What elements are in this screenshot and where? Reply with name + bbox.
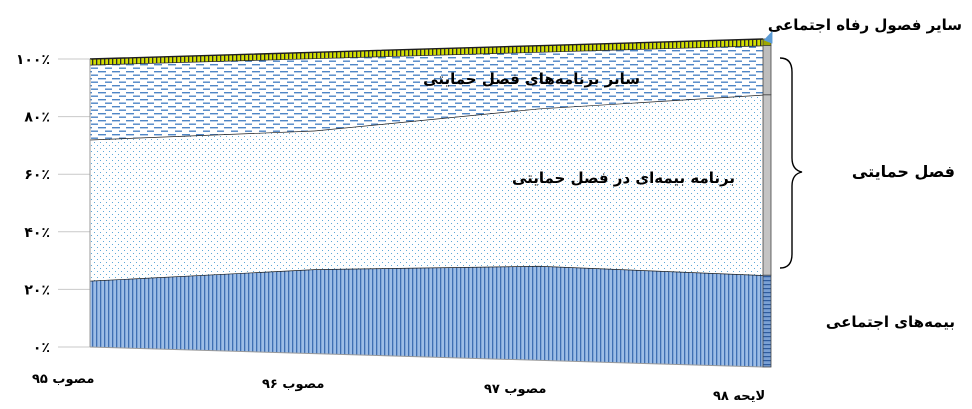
y-tick-label: ۶۰٪ bbox=[24, 167, 50, 183]
area-series-2 bbox=[90, 94, 763, 281]
x-axis-tick-labels: مصوب ۹۵ مصوب ۹۶ مصوب ۹۷ لایحه ۹۸ bbox=[32, 372, 765, 404]
y-tick-label: ۰٪ bbox=[33, 340, 50, 356]
x-tick-label: لایحه ۹۸ bbox=[713, 389, 765, 404]
label-other-welfare: سایر فصول رفاه اجتماعی bbox=[768, 16, 962, 34]
label-support-chapter: فصل حمایتی bbox=[852, 162, 955, 181]
area-layer bbox=[89, 38, 764, 368]
area-series-1 bbox=[90, 265, 763, 367]
gridlines bbox=[58, 58, 90, 348]
x-axis-baseline bbox=[89, 346, 764, 368]
label-other-programs: سایر برنامه‌های فصل حمایتی bbox=[423, 70, 640, 88]
side-segment-2 bbox=[762, 94, 772, 276]
support-chapter-bracket bbox=[779, 57, 803, 269]
y-tick-label: ۱۰۰٪ bbox=[16, 52, 50, 68]
label-social-insurance: بیمه‌های اجتماعی bbox=[826, 313, 955, 331]
y-tick-label: ۲۰٪ bbox=[24, 282, 50, 298]
side-segment-3 bbox=[762, 45, 772, 96]
y-tick-label: ۴۰٪ bbox=[24, 225, 50, 241]
series-boundary-line bbox=[89, 38, 764, 60]
side-face bbox=[762, 38, 772, 368]
label-insurance-program: برنامه بیمه‌ای در فصل حمایتی bbox=[512, 169, 735, 187]
area-series-3 bbox=[90, 45, 763, 140]
side-segment-4 bbox=[762, 38, 772, 46]
y-axis-tick-labels: ۰٪ ۲۰٪ ۴۰٪ ۶۰٪ ۸۰٪ ۱۰۰٪ bbox=[16, 52, 50, 356]
x-tick-label: مصوب ۹۶ bbox=[262, 377, 324, 392]
side-segment-1 bbox=[762, 274, 772, 368]
arrow-to-other-welfare bbox=[763, 30, 773, 44]
x-tick-label: مصوب ۹۵ bbox=[32, 372, 94, 387]
series-boundary-line bbox=[89, 94, 764, 141]
y-tick-label: ۸۰٪ bbox=[24, 110, 50, 126]
x-tick-label: مصوب ۹۷ bbox=[484, 382, 546, 397]
area-series-4 bbox=[90, 39, 763, 65]
